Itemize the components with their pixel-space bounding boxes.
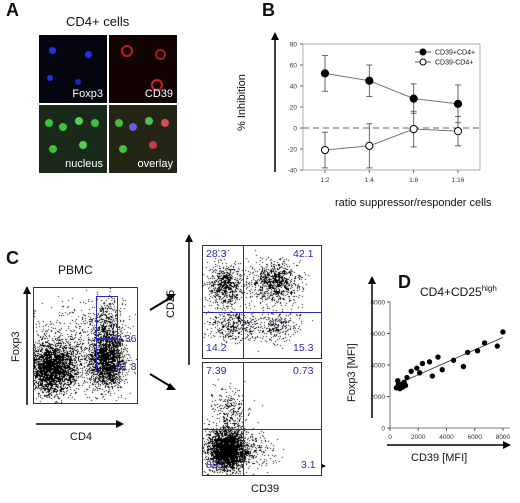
scatter-point xyxy=(429,373,436,379)
data-point xyxy=(365,76,374,85)
panel-letter-d: D xyxy=(398,272,411,292)
scatter-point xyxy=(416,370,423,376)
quadrant-lower-right: 3.1 xyxy=(301,459,316,471)
y-tick-label: 8000 xyxy=(371,300,386,307)
x-tick-label: 2000 xyxy=(411,434,426,441)
x-tick-label: 1:8 xyxy=(409,177,418,184)
data-point xyxy=(453,99,463,108)
inhibition-y-label: % Inhibition xyxy=(236,74,248,131)
legend-marker xyxy=(419,58,427,66)
y-axis-arrowhead xyxy=(271,32,279,40)
data-point xyxy=(409,124,418,134)
legend-label: CD39-CD4+ xyxy=(435,60,473,67)
quadrant-lower-right: 15.3 xyxy=(293,342,314,354)
y-tick-label: 6000 xyxy=(371,331,386,338)
scatter-point xyxy=(481,340,488,346)
scatter-y-label: Foxp3 [MFI] xyxy=(346,343,358,402)
data-point xyxy=(320,69,330,78)
panel-d-title: CD4+CD25high xyxy=(420,284,497,299)
scatter-point xyxy=(426,359,433,365)
tile-label-overlay: overlay xyxy=(137,158,173,170)
x-tick-label: 4000 xyxy=(439,434,454,441)
quadrant-lower-left: 14.2 xyxy=(206,342,227,354)
data-point xyxy=(409,94,418,103)
inhibition-x-label: ratio suppressor/responder cells xyxy=(335,197,492,209)
pbmc-title: PBMC xyxy=(58,263,93,277)
cd39-tile: CD39 xyxy=(109,35,177,103)
x-tick-label: 0 xyxy=(388,434,392,441)
data-point xyxy=(453,127,463,136)
pbmc-plot xyxy=(33,287,138,404)
x-tick-label: 1:2 xyxy=(320,177,329,184)
gate-value-lower: 31.3 xyxy=(116,361,137,373)
gate-value-upper: 2.36 xyxy=(116,333,137,345)
scatter-point xyxy=(414,365,420,371)
y-tick-label: 0 xyxy=(381,426,385,433)
foxp3-tile: Foxp3 xyxy=(39,35,107,103)
scatter-point xyxy=(494,343,500,349)
scatter-point xyxy=(450,357,457,363)
nucleus-tile: nucleus xyxy=(39,105,107,173)
cd39-axis-label: CD39 xyxy=(251,483,280,495)
scatter-point xyxy=(402,382,409,389)
panel-letter-c: C xyxy=(6,248,19,268)
series-line xyxy=(324,128,459,151)
gate-upper xyxy=(96,296,118,340)
x-tick-label: 1:16 xyxy=(452,177,465,184)
quadrant-upper-left: 28.3 xyxy=(206,248,227,260)
trend-line xyxy=(395,337,504,386)
panel-a-title: CD4+ cells xyxy=(66,14,130,29)
cd25-cd39-top-plot: 28.3 42.1 14.2 15.3 xyxy=(202,245,322,359)
quadrant-upper-right: 0.73 xyxy=(293,365,314,377)
cd25-axis-label: CD25 xyxy=(165,289,177,318)
scatter-point xyxy=(464,349,471,356)
scatter-point xyxy=(500,329,506,335)
legend-marker xyxy=(419,48,427,56)
y-tick-label: -20 xyxy=(288,147,298,154)
tile-label-cd39: CD39 xyxy=(144,88,173,100)
gate-lower xyxy=(96,338,118,372)
scatter-point xyxy=(474,348,481,354)
scatter-point xyxy=(439,367,445,373)
data-point xyxy=(365,141,374,150)
quadrant-lower-left: 88.8 xyxy=(206,459,227,471)
y-tick-label: -40 xyxy=(288,168,298,175)
cd25-cd39-bottom-plot: 7.39 0.73 88.8 3.1 xyxy=(202,362,322,476)
scatter-point xyxy=(435,354,441,360)
tile-label-foxp3: Foxp3 xyxy=(72,88,103,100)
panel-letter-b: B xyxy=(262,0,275,20)
x-tick-label: 6000 xyxy=(467,434,482,441)
data-point xyxy=(320,145,330,155)
series-line xyxy=(324,72,459,105)
panel-letter-a: A xyxy=(6,0,19,20)
quadrant-upper-left: 7.39 xyxy=(206,365,227,377)
y-tick-label: 80 xyxy=(290,42,298,49)
inhibition-chart: -40 -20 0 20 40 60 80 1:2 1:4 1:8 1:16 CD39+CD4+ CD3… xyxy=(271,32,481,184)
scatter-point xyxy=(419,360,426,367)
overlay-tile: overlay xyxy=(109,105,177,173)
y-tick-label: 2000 xyxy=(371,394,386,401)
scatter-x-label: CD39 [MFI] xyxy=(411,452,468,464)
y-tick-label: 20 xyxy=(290,105,298,112)
scatter-point xyxy=(408,368,414,374)
quadrant-upper-right: 42.1 xyxy=(293,248,314,260)
y-tick-label: 4000 xyxy=(371,363,386,370)
foxp3-cd39-scatter: 0 2000 4000 6000 8000 0 2000 4000 6000 8000 xyxy=(371,300,511,442)
pbmc-x-label: CD4 xyxy=(70,431,93,443)
pbmc-y-label: Foxp3 xyxy=(10,331,22,362)
y-tick-label: 0 xyxy=(293,126,297,133)
scatter-point xyxy=(404,374,410,381)
x-tick-label: 8000 xyxy=(496,434,511,441)
y-tick-label: 40 xyxy=(290,84,298,91)
legend-label: CD39+CD4+ xyxy=(435,50,475,57)
y-tick-label: 60 xyxy=(290,63,298,70)
scatter-point xyxy=(460,363,467,370)
tile-label-nucleus: nucleus xyxy=(65,158,103,170)
x-tick-label: 1:4 xyxy=(365,177,374,184)
